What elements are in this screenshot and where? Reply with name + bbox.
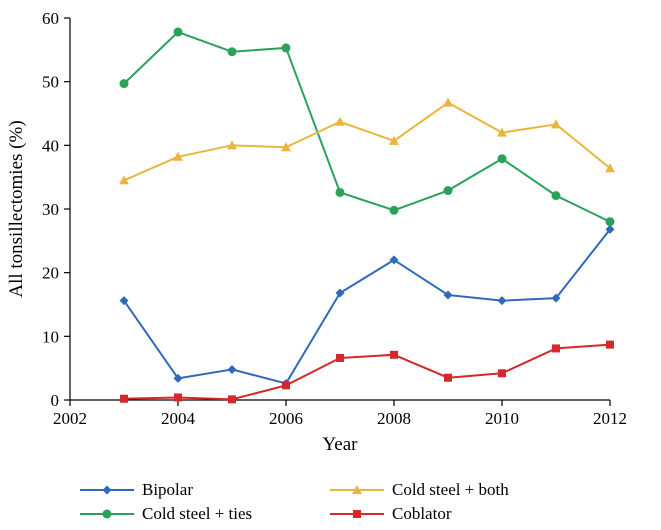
x-tick-label: 2008 [377,409,411,428]
series-coblator [120,341,614,404]
series-bipolar [120,225,615,388]
series-marker-coblator [552,344,560,352]
series-marker-cold_steel_ties [228,47,237,56]
series-marker-coblator [120,395,128,403]
series-marker-cold_steel_both [551,119,561,128]
legend-marker-icon [352,485,362,494]
x-tick-label: 2002 [53,409,87,428]
series-marker-coblator [390,351,398,359]
y-tick-label: 30 [42,200,59,219]
series-marker-coblator [606,341,614,349]
legend-label: Coblator [392,504,452,524]
series-marker-cold_steel_ties [498,154,507,163]
series-marker-cold_steel_ties [336,188,345,197]
series-marker-cold_steel_ties [552,191,561,200]
series-marker-coblator [282,381,290,389]
legend-item-cold_steel_both: Cold steel + both [330,478,509,502]
series-marker-coblator [174,393,182,401]
series-line-bipolar [124,229,610,383]
series-marker-bipolar [228,365,237,374]
legend-marker-icon [103,510,112,519]
chart-container: 2002 2004 2006 2008 2010 2012 0 10 20 30 40 50 60 Yea… [0,0,661,530]
legend-marker-icon [100,507,114,521]
legend-column: Bipolar Cold steel + ties [80,478,252,526]
series-marker-cold_steel_ties [174,28,183,37]
legend-label: Cold steel + ties [142,504,252,524]
legend-swatch [330,481,384,499]
series-marker-coblator [336,354,344,362]
y-tick-label: 50 [42,73,59,92]
legend-marker-icon [353,510,361,518]
legend-column: Cold steel + both Coblator [330,478,509,526]
y-tick-label: 40 [42,136,59,155]
y-tick-label: 0 [51,391,60,410]
legend-marker-icon [103,486,112,495]
series-marker-cold_steel_ties [120,79,129,88]
x-tick-label: 2004 [161,409,196,428]
legend-swatch [330,505,384,523]
series-marker-cold_steel_ties [390,206,399,215]
legend-label: Bipolar [142,480,193,500]
series-marker-cold_steel_ties [606,217,615,226]
legend-marker-icon [350,507,364,521]
legend-marker-icon [350,483,364,497]
series-line-cold_steel_both [124,103,610,181]
x-tick-label: 2012 [593,409,627,428]
x-tick-label: 2010 [485,409,519,428]
series-marker-bipolar [498,296,507,305]
series-marker-coblator [228,395,236,403]
legend-item-coblator: Coblator [330,502,509,526]
series-cold_steel_both [119,98,615,185]
legend-item-bipolar: Bipolar [80,478,252,502]
series-line-coblator [124,345,610,400]
y-tick-label: 20 [42,264,59,283]
series-marker-coblator [498,369,506,377]
legend-marker-icon [100,483,114,497]
legend-label: Cold steel + both [392,480,509,500]
legend-swatch [80,505,134,523]
series-marker-cold_steel_ties [282,43,291,52]
x-tick-label: 2006 [269,409,303,428]
series-marker-coblator [444,374,452,382]
y-axis-label: All tonsillectomies (%) [6,120,27,297]
series-marker-cold_steel_both [443,98,453,107]
series-marker-bipolar [336,289,345,298]
series-marker-cold_steel_both [335,117,345,126]
line-chart: 2002 2004 2006 2008 2010 2012 0 10 20 30 40 50 60 Yea… [0,0,661,460]
x-axis-label: Year [322,434,358,455]
y-tick-label: 60 [42,9,59,28]
y-tick-label: 10 [42,327,59,346]
legend-item-cold_steel_ties: Cold steel + ties [80,502,252,526]
series-marker-cold_steel_ties [444,186,453,195]
legend-swatch [80,481,134,499]
